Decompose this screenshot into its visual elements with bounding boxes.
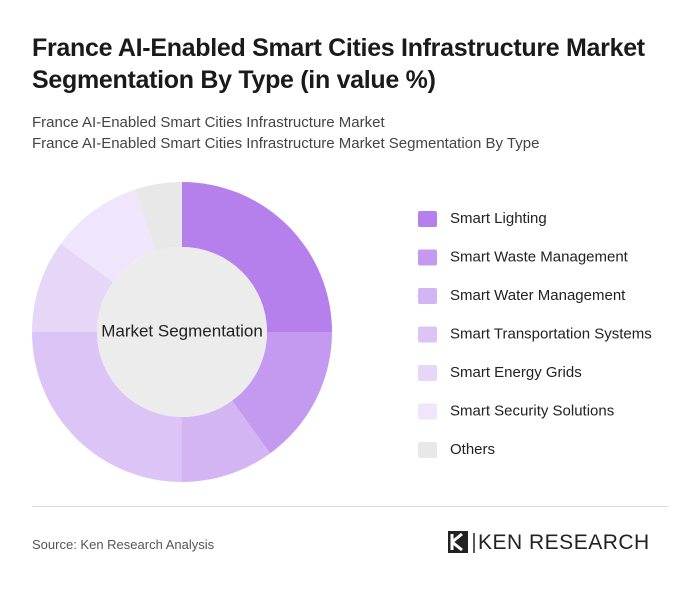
- donut-slice: [182, 182, 332, 332]
- legend-swatch: [418, 326, 437, 343]
- legend-label: Smart Water Management: [450, 287, 626, 304]
- donut-hole: [97, 247, 267, 417]
- donut-slice: [32, 332, 182, 482]
- legend-swatch: [418, 249, 437, 266]
- legend-swatch: [418, 403, 437, 420]
- legend-label: Smart Transportation Systems: [450, 325, 652, 342]
- source: Source: Ken Research Analysis: [32, 537, 215, 552]
- legend-swatch: [418, 442, 437, 458]
- divider: [32, 506, 668, 507]
- legend-label: Others: [450, 441, 495, 458]
- legend-swatch: [418, 211, 437, 227]
- donut-slice: [182, 400, 271, 482]
- subtitle: France AI-Enabled Smart Cities Infrastru…: [32, 135, 540, 152]
- brand: KEN RESEARCH: [478, 531, 650, 554]
- legend-label: Smart Energy Grids: [450, 364, 582, 381]
- legend-label: Smart Waste Management: [450, 248, 629, 265]
- donut-slice: [135, 182, 182, 252]
- legend-label: Smart Security Solutions: [450, 402, 614, 419]
- donut-slice: [32, 243, 114, 332]
- donut-slice: [60, 189, 156, 283]
- title: France AI-Enabled Smart Cities Infrastru…: [32, 34, 645, 94]
- center-label: Market Segmentation: [101, 321, 263, 340]
- subtitle: France AI-Enabled Smart Cities Infrastru…: [32, 114, 385, 131]
- donut-slice: [231, 332, 332, 454]
- legend-label: Smart Lighting: [450, 210, 547, 227]
- legend-swatch: [418, 288, 437, 304]
- legend-swatch: [418, 365, 437, 381]
